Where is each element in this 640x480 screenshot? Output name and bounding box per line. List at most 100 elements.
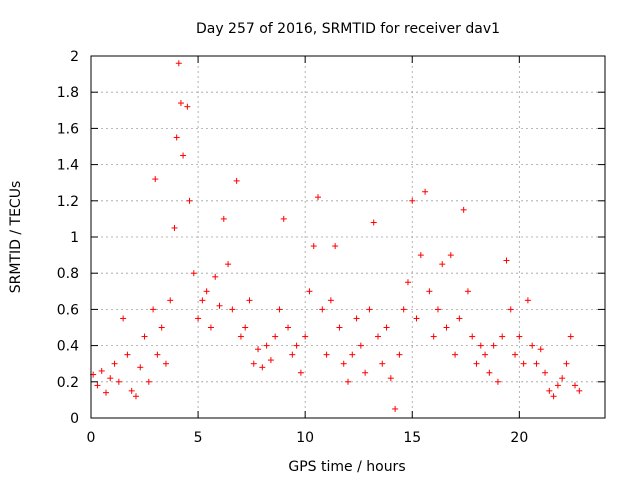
y-tick-label: 0 xyxy=(70,411,79,427)
x-tick-label: 20 xyxy=(510,430,528,446)
data-point xyxy=(246,297,253,304)
y-tick-label: 1.2 xyxy=(57,194,79,210)
data-point xyxy=(124,351,131,358)
data-point xyxy=(529,342,536,349)
data-point xyxy=(195,315,202,322)
data-point xyxy=(340,360,347,367)
data-point xyxy=(184,103,191,110)
data-point xyxy=(107,375,114,382)
data-point xyxy=(120,315,127,322)
chart-title: Day 257 of 2016, SRMTID for receiver dav… xyxy=(196,21,500,37)
y-tick-label: 1 xyxy=(70,230,79,246)
data-point xyxy=(220,215,227,222)
data-point xyxy=(94,382,101,389)
data-point xyxy=(276,306,283,313)
data-point xyxy=(190,270,197,277)
x-axis-label: GPS time / hours xyxy=(288,459,405,475)
data-point xyxy=(98,367,105,374)
data-point xyxy=(212,273,219,280)
data-point xyxy=(507,306,514,313)
data-point xyxy=(499,333,506,340)
data-point xyxy=(452,351,459,358)
data-point xyxy=(255,346,262,353)
data-point xyxy=(542,369,549,376)
data-point xyxy=(383,324,390,331)
data-point xyxy=(554,382,561,389)
data-point xyxy=(199,297,206,304)
data-point xyxy=(464,288,471,295)
data-point xyxy=(404,279,411,286)
data-point xyxy=(409,197,416,204)
data-point xyxy=(349,351,356,358)
data-point xyxy=(177,100,184,107)
data-point xyxy=(567,333,574,340)
data-point xyxy=(387,375,394,382)
data-point xyxy=(357,342,364,349)
data-point xyxy=(272,333,279,340)
data-point xyxy=(158,324,165,331)
data-point xyxy=(447,252,454,259)
data-point xyxy=(323,351,330,358)
data-point xyxy=(366,306,373,313)
y-tick-label: 0.2 xyxy=(57,375,79,391)
data-point xyxy=(315,194,322,201)
data-point xyxy=(128,387,135,394)
data-point xyxy=(171,224,178,231)
data-point xyxy=(306,288,313,295)
y-tick-label: 1.4 xyxy=(57,158,79,174)
data-point xyxy=(524,297,531,304)
data-point xyxy=(242,324,249,331)
data-point xyxy=(477,342,484,349)
data-point xyxy=(263,342,270,349)
data-point xyxy=(486,369,493,376)
data-point xyxy=(550,393,557,400)
data-point xyxy=(443,324,450,331)
x-tick-label: 5 xyxy=(194,430,203,446)
y-tick-label: 0.8 xyxy=(57,266,79,282)
data-point xyxy=(353,315,360,322)
data-point xyxy=(319,306,326,313)
data-point xyxy=(469,333,476,340)
data-point xyxy=(460,206,467,213)
data-point xyxy=(302,333,309,340)
data-point xyxy=(546,387,553,394)
data-point xyxy=(150,306,157,313)
data-point xyxy=(280,215,287,222)
data-point xyxy=(285,324,292,331)
data-point xyxy=(216,302,223,309)
y-tick-label: 1.8 xyxy=(57,85,79,101)
data-point xyxy=(503,257,510,264)
data-point xyxy=(430,333,437,340)
data-point xyxy=(115,378,122,385)
data-point xyxy=(512,351,519,358)
data-point xyxy=(413,315,420,322)
data-point xyxy=(336,324,343,331)
data-point xyxy=(379,360,386,367)
data-point xyxy=(332,243,339,250)
data-point xyxy=(400,306,407,313)
x-tick-label: 10 xyxy=(296,430,314,446)
data-point xyxy=(494,378,501,385)
data-point xyxy=(370,219,377,226)
data-point xyxy=(362,369,369,376)
data-point xyxy=(111,360,118,367)
data-point xyxy=(434,306,441,313)
data-point xyxy=(422,188,429,195)
axis-ticks: 00.20.40.60.811.21.41.61.820 5 10 15 20 xyxy=(57,49,605,446)
data-point xyxy=(374,333,381,340)
data-point xyxy=(137,364,144,371)
data-point xyxy=(482,351,489,358)
y-tick-label: 1.6 xyxy=(57,121,79,137)
data-point xyxy=(456,315,463,322)
data-point xyxy=(297,369,304,376)
data-point xyxy=(102,389,109,396)
data-point xyxy=(132,393,139,400)
data-points xyxy=(90,60,583,412)
data-point xyxy=(173,134,180,141)
data-point xyxy=(154,351,161,358)
data-point xyxy=(167,297,174,304)
data-point xyxy=(439,261,446,268)
data-point xyxy=(259,364,266,371)
data-point xyxy=(289,351,296,358)
